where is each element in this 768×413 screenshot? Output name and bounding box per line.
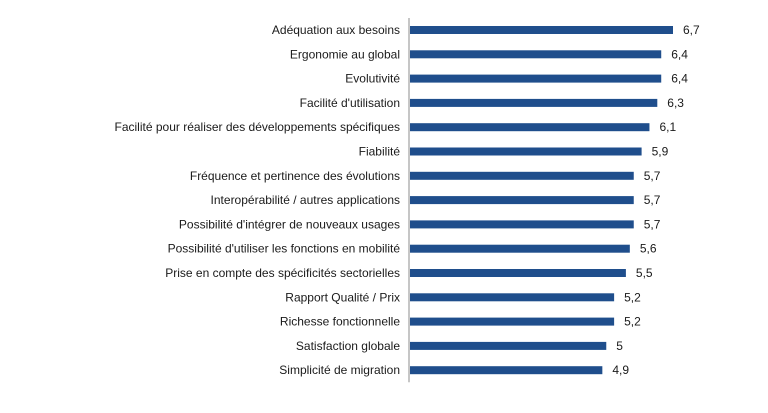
category-label: Ergonomie au global xyxy=(290,47,400,61)
value-label: 6,4 xyxy=(671,72,688,86)
value-label: 5,9 xyxy=(652,145,669,159)
category-label: Simplicité de migration xyxy=(279,363,400,377)
category-label: Facilité d'utilisation xyxy=(300,96,400,110)
value-label: 5,6 xyxy=(640,242,657,256)
category-label: Prise en compte des spécificités sectori… xyxy=(165,266,400,280)
bar xyxy=(410,123,650,132)
category-labels-group: Adéquation aux besoins Ergonomie au globa… xyxy=(115,23,401,377)
category-label: Possibilité d'utiliser les fonctions en … xyxy=(168,242,401,256)
bar xyxy=(410,366,603,375)
bar xyxy=(410,341,607,350)
category-label: Interopérabilité / autres applications xyxy=(211,193,400,207)
bar xyxy=(410,317,615,326)
value-label: 6,4 xyxy=(671,47,688,61)
category-label: Facilité pour réaliser des développement… xyxy=(115,120,401,134)
category-label: Possibilité d'intégrer de nouveaux usage… xyxy=(179,217,400,231)
bar xyxy=(410,26,673,34)
bar xyxy=(410,171,634,180)
value-labels-group: 6,76,46,46,36,15,95,75,75,75,65,55,25,25… xyxy=(612,23,700,377)
category-label: Rapport Qualité / Prix xyxy=(285,290,400,304)
category-label: Adéquation aux besoins xyxy=(272,23,400,37)
category-label: Fréquence et pertinence des évolutions xyxy=(190,169,400,183)
value-label: 4,9 xyxy=(612,363,629,377)
bar xyxy=(410,220,634,229)
bar xyxy=(410,147,642,156)
value-label: 6,3 xyxy=(667,96,684,110)
bar xyxy=(410,269,626,277)
bars-group xyxy=(410,26,673,375)
bar xyxy=(410,98,658,107)
category-label: Fiabilité xyxy=(359,145,401,159)
value-label: 5,2 xyxy=(624,290,641,304)
bar xyxy=(410,50,662,59)
value-label: 5,5 xyxy=(636,266,653,280)
category-label: Richesse fonctionnelle xyxy=(280,315,400,329)
value-label: 5 xyxy=(616,339,623,353)
value-label: 5,7 xyxy=(644,217,661,231)
value-label: 6,7 xyxy=(683,23,700,37)
category-label: Evolutivité xyxy=(345,72,400,86)
value-label: 6,1 xyxy=(659,120,676,134)
bar xyxy=(410,74,662,83)
category-label: Satisfaction globale xyxy=(296,339,400,353)
bar xyxy=(410,196,634,205)
bar xyxy=(410,293,615,302)
value-label: 5,7 xyxy=(644,193,661,207)
bar xyxy=(410,244,630,253)
value-label: 5,7 xyxy=(644,169,661,183)
value-label: 5,2 xyxy=(624,315,641,329)
